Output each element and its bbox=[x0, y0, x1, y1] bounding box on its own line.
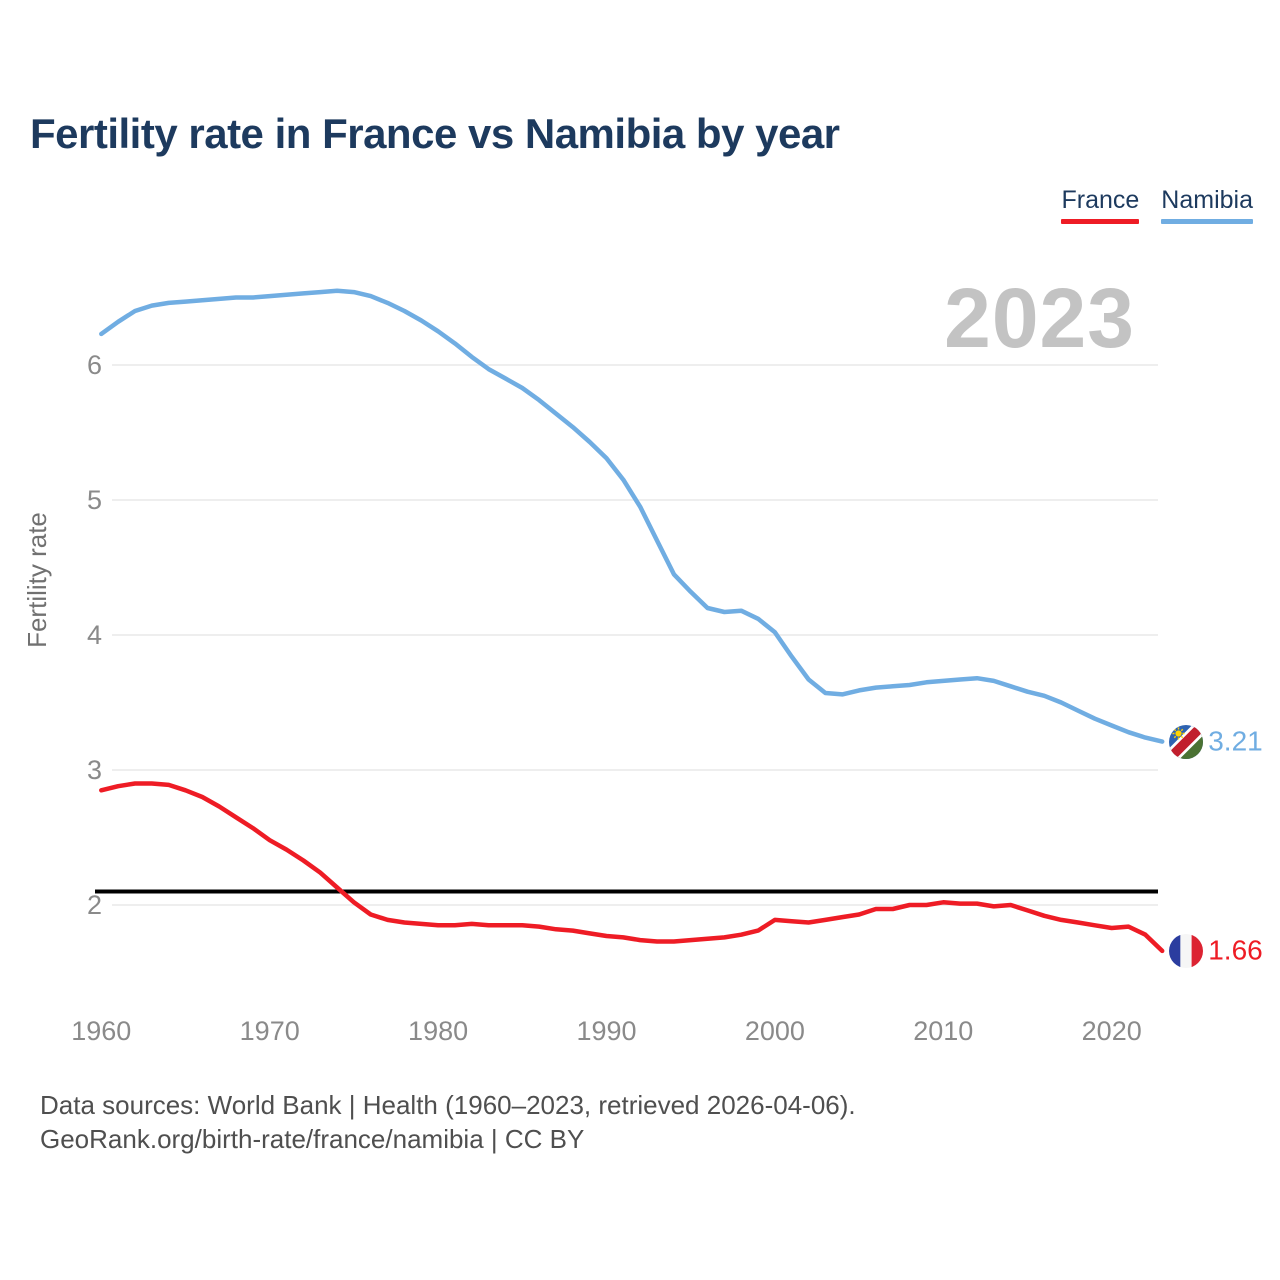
footer-link-line: GeoRank.org/birth-rate/france/namibia | … bbox=[40, 1124, 585, 1154]
y-tick-label-6: 6 bbox=[87, 350, 102, 380]
y-tick-label-2: 2 bbox=[87, 890, 102, 920]
page-title: Fertility rate in France vs Namibia by y… bbox=[30, 110, 840, 157]
namibia-end-value: 3.21 bbox=[1208, 725, 1263, 757]
x-tick-label-1980: 1980 bbox=[408, 1016, 468, 1046]
legend: France Namibia bbox=[1061, 186, 1253, 224]
france-end-value: 1.66 bbox=[1208, 934, 1263, 966]
watermark-year: 2023 bbox=[944, 271, 1135, 365]
legend-underline-france bbox=[1061, 219, 1140, 224]
legend-item-france[interactable]: France bbox=[1061, 186, 1140, 224]
x-tick-label-1970: 1970 bbox=[240, 1016, 300, 1046]
namibia-flag-icon bbox=[1169, 724, 1204, 759]
x-tick-label-2010: 2010 bbox=[913, 1016, 973, 1046]
x-tick-label-1990: 1990 bbox=[576, 1016, 636, 1046]
legend-label-france: France bbox=[1061, 186, 1140, 214]
legend-label-namibia: Namibia bbox=[1161, 186, 1253, 214]
series-line-france bbox=[99, 781, 1165, 954]
y-axis-title: Fertility rate bbox=[22, 512, 52, 648]
series-line-namibia bbox=[99, 288, 1165, 744]
y-tick-label-4: 4 bbox=[87, 620, 102, 650]
france-flag-icon bbox=[1169, 933, 1204, 968]
footer-source-line: Data sources: World Bank | Health (1960–… bbox=[40, 1090, 856, 1120]
x-tick-label-2000: 2000 bbox=[745, 1016, 805, 1046]
legend-underline-namibia bbox=[1161, 219, 1253, 224]
legend-item-namibia[interactable]: Namibia bbox=[1161, 186, 1253, 224]
y-tick-label-3: 3 bbox=[87, 755, 102, 785]
y-tick-label-5: 5 bbox=[87, 485, 102, 515]
footer: Data sources: World Bank | Health (1960–… bbox=[40, 1088, 856, 1156]
x-tick-label-2020: 2020 bbox=[1082, 1016, 1142, 1046]
x-tick-label-1960: 1960 bbox=[71, 1016, 131, 1046]
